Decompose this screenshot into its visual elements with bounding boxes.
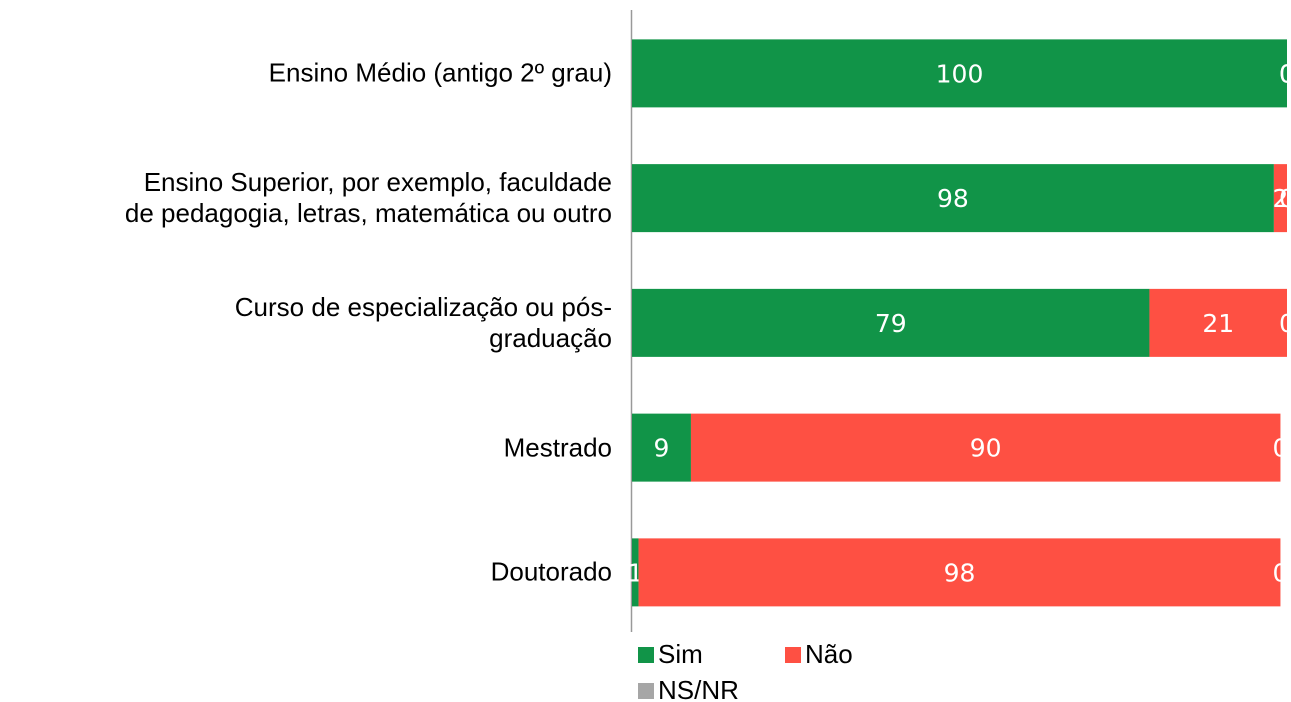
category-label: Doutorado	[490, 556, 612, 587]
data-label: 98	[944, 558, 976, 587]
data-label: 100	[936, 59, 984, 88]
bar-segment	[638, 538, 1281, 607]
data-label: 0	[1279, 59, 1291, 88]
bar-segment	[632, 164, 1274, 233]
data-label: 0	[1272, 434, 1288, 463]
bar-segment	[632, 39, 1287, 108]
data-label: 98	[937, 184, 969, 213]
bar-segment	[1273, 164, 1287, 233]
data-label: 0	[1279, 59, 1291, 88]
category-label: Ensino Superior, por exemplo, faculdade …	[124, 167, 612, 229]
data-label: 0	[1272, 558, 1288, 587]
legend-label: Sim	[658, 639, 703, 669]
data-label: 79	[875, 309, 907, 338]
data-label: 2	[1272, 184, 1288, 213]
legend-label: Não	[805, 639, 853, 669]
bar-segment	[632, 413, 691, 482]
category-label: Curso de especialização ou pós- graduaçã…	[234, 291, 612, 353]
data-label: 90	[970, 434, 1002, 463]
bar-segment	[690, 413, 1281, 482]
bar-segment	[1149, 288, 1287, 357]
category-label: Mestrado	[503, 432, 612, 463]
legend-label: NS/NR	[658, 675, 739, 702]
legend-swatch	[638, 683, 654, 699]
bar-segment	[632, 538, 639, 607]
legend-swatch	[785, 647, 801, 663]
data-label: 0	[1279, 184, 1291, 213]
data-label: 9	[654, 434, 670, 463]
data-label: 0	[1279, 309, 1291, 338]
legend-swatch	[638, 647, 654, 663]
category-label: Ensino Médio (antigo 2º grau)	[268, 57, 612, 88]
data-label: 21	[1202, 309, 1234, 338]
bar-segment	[632, 288, 1150, 357]
